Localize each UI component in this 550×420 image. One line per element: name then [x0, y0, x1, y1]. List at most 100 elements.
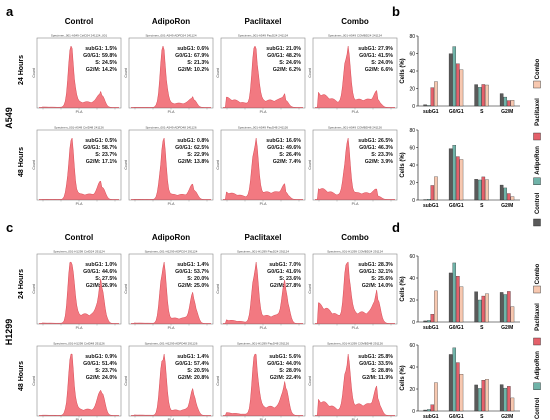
histogram-distribution	[223, 353, 303, 416]
legend-label-paclitaxel: Paclitaxel	[535, 98, 541, 126]
legend-swatch-combo	[533, 285, 541, 294]
histogram-distribution	[39, 137, 119, 200]
y-tick-label: 20	[409, 180, 415, 186]
g0g1-stat: G0/G1: 48.2%	[267, 53, 301, 59]
specimen-label: Specimen_001-A549 PacD24 241124	[238, 34, 288, 38]
g0g1-stat: G0/G1: 44.6%	[83, 269, 117, 275]
s-stat: S: 23.7%	[95, 152, 117, 158]
g2m-stat: G2/M: 22.4%	[270, 375, 301, 381]
bar-control-2	[474, 84, 478, 107]
subg1-stat: subG1: 25.8%	[358, 354, 393, 360]
histogram-frame	[128, 37, 214, 109]
bar-adiporon-2	[477, 388, 482, 412]
panel-label-a: a	[6, 4, 14, 19]
pi-axis-label: PI-A	[352, 110, 359, 114]
g0g1-stat: G0/G1: 53.7%	[175, 269, 209, 275]
histogram-a-control: Specimen_001-A549 CtrlD48 241126 Count PI-…	[32, 126, 122, 206]
histogram-frame	[220, 253, 306, 325]
histogram-distribution	[39, 45, 119, 108]
count-axis-label: Count	[216, 376, 220, 385]
histogram-c-adiporon: Specimen_001-H1299 ADPD48 291126 Count PI-…	[124, 342, 214, 420]
specimen-label: Specimen_001-A549 ADPD48 241126	[146, 126, 197, 130]
bar-control-0	[423, 320, 427, 323]
count-axis-label: Count	[216, 284, 220, 293]
pi-axis-label: PI-A	[168, 110, 175, 114]
g2m-stat: G2/M: 24.0%	[86, 375, 117, 381]
s-stat: S: 22.9%	[187, 152, 209, 158]
pi-axis-label: PI-A	[168, 418, 175, 420]
y-axis-label: Cells (%)	[400, 276, 406, 301]
column-header-paclitaxel: Paclitaxel	[245, 17, 282, 26]
count-axis-label: Count	[124, 68, 128, 77]
x-tick-label: G0/G1	[449, 414, 464, 420]
bar-chart-b-24h: 0 20 40 60 80 Cells (%) subG1 G0/G1 S G2/M	[400, 34, 520, 115]
histogram-a-paclitaxel: Specimen_001-A549 PacD24 241124 Count PI-A…	[216, 34, 306, 114]
g2m-stat: G2/M: 6.2%	[273, 67, 302, 73]
g0g1-stat: G0/G1: 49.6%	[267, 145, 301, 151]
y-tick-label: 80	[409, 34, 415, 40]
x-tick-label: S	[480, 325, 484, 331]
y-tick-label: 20	[409, 86, 415, 92]
time-label-24h: 24 Hours	[18, 269, 25, 299]
s-stat: S: 23.7%	[95, 368, 117, 374]
count-axis-label: Count	[308, 160, 312, 169]
subg1-stat: subG1: 0.6%	[177, 46, 209, 52]
specimen-label: Specimen_001-A549 PacD48 241126	[238, 126, 288, 130]
histogram-distribution	[315, 137, 395, 200]
histogram-panels: Specimen_001-A549 CtrlD24 241124_001 Coun…	[32, 34, 398, 420]
specimen-label: Specimen_001-H1299 ADPD24 291124	[145, 250, 198, 254]
bar-combo-1	[459, 373, 464, 412]
bar-adiporon-2	[477, 179, 482, 201]
bar-adiporon-3	[503, 294, 507, 323]
cell-line-label-a549: A549	[4, 107, 14, 129]
subg1-stat: subG1: 28.3%	[358, 262, 393, 268]
s-stat: S: 23.6%	[279, 276, 301, 282]
specimen-label: Specimen_001-A549 CtrlD48 241126	[54, 126, 104, 130]
y-axis-label: Cells (%)	[400, 365, 406, 390]
bar-paclitaxel-1	[456, 276, 460, 323]
x-tick-label: G2/M	[501, 109, 513, 115]
bar-paclitaxel-2	[481, 84, 486, 107]
bar-combo-3	[510, 306, 515, 323]
time-label-48h: 48 Hours	[18, 361, 25, 391]
s-stat: S: 23.3%	[371, 152, 393, 158]
legend-swatch-combo	[533, 80, 541, 89]
x-tick-label: subG1	[423, 109, 439, 115]
g0g1-stat: G0/G1: 46.3%	[359, 145, 393, 151]
s-stat: S: 28.8%	[371, 368, 393, 374]
subg1-stat: subG1: 0.8%	[177, 138, 209, 144]
histogram-c-control: Specimen_001-H1299 CtrlD48 291126 Count PI…	[32, 342, 122, 420]
column-header-adiporon: AdipoRon	[152, 17, 190, 26]
specimen-label: Specimen_001-H1299 CtrlD48 291126	[53, 342, 105, 346]
column-header-control: Control	[65, 17, 93, 26]
specimen-label: Specimen_001-H1299 COMBD48 291126	[327, 342, 383, 346]
s-stat: S: 21.3%	[187, 60, 209, 66]
g2m-stat: G2/M: 6.6%	[365, 67, 394, 73]
subg1-stat: subG1: 16.6%	[266, 138, 301, 144]
pi-axis-label: PI-A	[352, 202, 359, 206]
g2m-stat: G2/M: 11.9%	[362, 375, 393, 381]
bar-control-1	[448, 354, 453, 412]
bar-combo-2	[485, 179, 489, 201]
count-axis-label: Count	[124, 284, 128, 293]
histogram-distribution	[131, 137, 211, 200]
subg1-stat: subG1: 7.0%	[269, 262, 301, 268]
subg1-stat: subG1: 0.9%	[85, 354, 117, 360]
s-stat: S: 27.5%	[95, 276, 117, 282]
column-header-combo: Combo	[341, 17, 369, 26]
g0g1-stat: G0/G1: 58.7%	[83, 145, 117, 151]
specimen-label: Specimen_001-H1299 CtrlD24 291124	[53, 250, 105, 254]
histogram-frame	[220, 129, 306, 201]
count-axis-label: Count	[308, 68, 312, 77]
histogram-a-paclitaxel: Specimen_001-A549 PacD48 241126 Count PI-A…	[216, 126, 306, 206]
specimen-label: Specimen_001-A549 COMBD24 241124	[328, 34, 382, 38]
bar-adiporon-1	[452, 262, 456, 323]
bar-combo-1	[459, 159, 464, 201]
y-tick-label: 60	[409, 51, 415, 57]
count-axis-label: Count	[216, 68, 220, 77]
specimen-label: Specimen_001-H1299 PacD24 291124	[237, 250, 289, 254]
legend-label-adiporon: AdipoRon	[535, 146, 541, 175]
bar-chart-d-48h: 0 20 40 60 Cells (%) subG1 G0/G1 S G2/M	[400, 343, 520, 420]
legend-swatch-control	[533, 218, 541, 227]
s-stat: S: 24.6%	[279, 60, 301, 66]
